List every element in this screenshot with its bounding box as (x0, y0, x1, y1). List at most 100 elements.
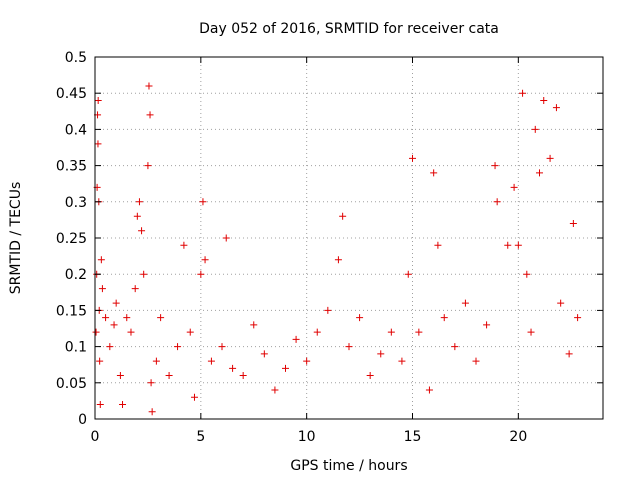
data-point (147, 379, 155, 387)
data-point (96, 401, 104, 409)
data-point (536, 169, 543, 177)
data-point (557, 299, 565, 307)
data-point (222, 234, 230, 242)
x-tick-label: 15 (404, 429, 422, 445)
x-tick-label: 5 (196, 429, 205, 445)
data-point (574, 314, 582, 322)
y-tick-label: 0.2 (65, 267, 87, 283)
data-point (540, 96, 548, 104)
y-tick-label: 0.25 (56, 231, 87, 247)
data-point (94, 96, 102, 104)
x-tick-label: 20 (509, 429, 527, 445)
data-point (313, 328, 321, 336)
chart-title: Day 052 of 2016, SRMTID for receiver cat… (199, 21, 499, 37)
x-tick-label: 0 (91, 429, 100, 445)
data-point (94, 140, 102, 148)
data-point (451, 343, 459, 351)
data-point (303, 357, 311, 365)
data-point (398, 357, 406, 365)
data-point (133, 212, 141, 220)
data-point (510, 183, 518, 191)
data-point (377, 350, 385, 358)
data-point (97, 256, 105, 264)
y-tick-label: 0.35 (56, 159, 87, 175)
data-point (186, 328, 194, 336)
data-point (148, 408, 156, 416)
data-point (430, 169, 438, 177)
data-point (229, 364, 237, 372)
data-point (138, 227, 146, 235)
data-point (207, 357, 215, 365)
x-axis-title: GPS time / hours (290, 458, 407, 474)
data-points (92, 82, 582, 416)
data-point (106, 343, 114, 351)
data-point (483, 321, 491, 329)
data-point (565, 350, 573, 358)
data-point (404, 270, 412, 278)
data-point (199, 198, 207, 206)
data-point (157, 314, 165, 322)
data-point (218, 343, 226, 351)
data-point (434, 241, 442, 249)
data-point (356, 314, 364, 322)
data-point (239, 372, 247, 380)
y-tick-label: 0.05 (56, 376, 87, 392)
data-point (197, 270, 205, 278)
data-point (519, 89, 527, 97)
data-point (119, 401, 127, 409)
y-tick-label: 0.3 (65, 195, 87, 211)
data-point (271, 386, 279, 394)
data-point (110, 321, 118, 329)
data-point (98, 285, 106, 293)
y-axis-title: SRMTID / TECUs (8, 182, 24, 295)
data-point (140, 270, 148, 278)
data-point (491, 162, 499, 170)
data-point (461, 299, 469, 307)
data-point (531, 125, 539, 133)
data-point (334, 256, 342, 264)
data-point (145, 82, 153, 90)
data-point (165, 372, 173, 380)
data-point (472, 357, 480, 365)
data-point (112, 299, 120, 307)
data-point (260, 350, 268, 358)
y-tick-label: 0.1 (65, 340, 87, 356)
y-tick-label: 0.45 (56, 86, 87, 102)
data-point (96, 357, 104, 365)
x-tick-labels: 0 5 10 15 20 (91, 429, 528, 445)
data-point (146, 111, 154, 119)
data-point (116, 372, 124, 380)
data-point (527, 328, 535, 336)
data-point (546, 154, 554, 162)
y-tick-labels: 0 0.05 0.1 0.15 0.2 0.25 0.3 0.35 0.4 0.45 0.5 (56, 50, 87, 428)
data-point (569, 220, 577, 228)
data-point (190, 393, 198, 401)
data-point (440, 314, 448, 322)
data-point (250, 321, 258, 329)
y-tick-label: 0 (78, 412, 87, 428)
y-tick-label: 0.15 (56, 303, 87, 319)
data-point (552, 104, 560, 112)
data-point (366, 372, 374, 380)
data-point (152, 357, 160, 365)
data-point (425, 386, 433, 394)
y-tick-label: 0.5 (65, 50, 87, 66)
data-point (523, 270, 531, 278)
data-point (514, 241, 522, 249)
data-point (144, 162, 152, 170)
data-point (339, 212, 347, 220)
data-point (504, 241, 512, 249)
data-point (135, 198, 143, 206)
y-tick-label: 0.4 (65, 122, 87, 138)
data-point (131, 285, 139, 293)
data-point (282, 364, 289, 372)
data-point (409, 154, 416, 162)
axis-ticks (94, 56, 603, 420)
data-point (174, 343, 182, 351)
data-point (180, 241, 188, 249)
data-point (324, 306, 332, 314)
data-point (102, 314, 110, 322)
data-point (387, 328, 395, 336)
